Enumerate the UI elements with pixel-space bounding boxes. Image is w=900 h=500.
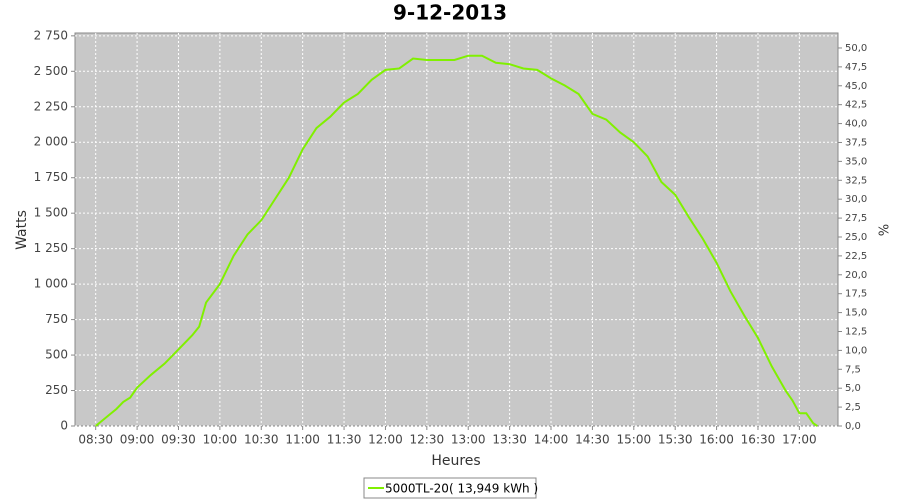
chart-title: 9-12-2013 xyxy=(393,1,507,25)
y2-tick-label: 27,5 xyxy=(845,213,867,224)
y2-tick-label: 10,0 xyxy=(845,345,867,356)
y-tick-label: 0 xyxy=(60,419,68,433)
y-tick-label: 2 750 xyxy=(34,28,68,42)
y2-tick-label: 7,5 xyxy=(845,364,861,375)
x-tick-label: 13:00 xyxy=(451,433,486,447)
y-tick-label: 2 000 xyxy=(34,135,68,149)
x-tick-label: 10:00 xyxy=(203,433,238,447)
x-tick-label: 08:30 xyxy=(78,433,113,447)
y2-tick-label: 47,5 xyxy=(845,62,867,73)
y2-tick-label: 20,0 xyxy=(845,270,867,281)
x-tick-label: 14:00 xyxy=(534,433,569,447)
y2-tick-label: 5,0 xyxy=(845,383,861,394)
legend: 5000TL-20( 13,949 kWh ) xyxy=(363,477,538,499)
x-tick-label: 14:30 xyxy=(575,433,610,447)
x-tick-label: 11:00 xyxy=(285,433,320,447)
y2-tick-label: 30,0 xyxy=(845,194,867,205)
x-tick-label: 15:00 xyxy=(617,433,652,447)
y-tick-label: 1 750 xyxy=(34,170,68,184)
y2-tick-label: 35,0 xyxy=(845,156,867,167)
x-tick-label: 10:30 xyxy=(244,433,279,447)
x-tick-label: 11:30 xyxy=(327,433,362,447)
y-tick-label: 2 500 xyxy=(34,64,68,78)
y-tick-label: 500 xyxy=(45,348,68,362)
y2-tick-label: 22,5 xyxy=(845,251,867,262)
y2-tick-label: 2,5 xyxy=(845,402,861,413)
x-tick-label: 12:30 xyxy=(410,433,445,447)
x-axis-label: Heures xyxy=(431,453,480,469)
y2-tick-label: 0,0 xyxy=(845,421,861,432)
y-tick-label: 750 xyxy=(45,312,68,326)
plot-area xyxy=(74,32,839,427)
x-tick-label: 16:00 xyxy=(699,433,734,447)
y2-tick-label: 25,0 xyxy=(845,232,867,243)
legend-box xyxy=(363,477,537,499)
y2-tick-label: 32,5 xyxy=(845,175,867,186)
y2-tick-label: 15,0 xyxy=(845,308,867,319)
y2-tick-label: 45,0 xyxy=(845,81,867,92)
y2-tick-label: 37,5 xyxy=(845,137,867,148)
y2-tick-label: 17,5 xyxy=(845,289,867,300)
x-tick-label: 15:30 xyxy=(658,433,693,447)
data-line xyxy=(95,54,818,427)
y2-tick-label: 42,5 xyxy=(845,100,867,111)
x-tick-label: 09:30 xyxy=(161,433,196,447)
x-tick-label: 17:00 xyxy=(782,433,817,447)
y-tick-label: 1 500 xyxy=(34,206,68,220)
x-tick-label: 13:30 xyxy=(492,433,527,447)
x-tick-label: 12:00 xyxy=(368,433,403,447)
x-tick-label: 16:30 xyxy=(741,433,776,447)
y-tick-label: 2 250 xyxy=(34,99,68,113)
y2-axis-label: % xyxy=(875,224,890,236)
y2-tick-label: 12,5 xyxy=(845,326,867,337)
y2-tick-label: 50,0 xyxy=(845,43,867,54)
y-tick-label: 1 250 xyxy=(34,241,68,255)
y-tick-label: 1 000 xyxy=(34,277,68,291)
y-tick-label: 250 xyxy=(45,383,68,397)
x-tick-label: 09:00 xyxy=(120,433,155,447)
legend-label: 5000TL-20( 13,949 kWh ) xyxy=(385,482,538,496)
y2-tick-label: 40,0 xyxy=(845,119,867,130)
y-axis-label: Watts xyxy=(14,210,30,250)
